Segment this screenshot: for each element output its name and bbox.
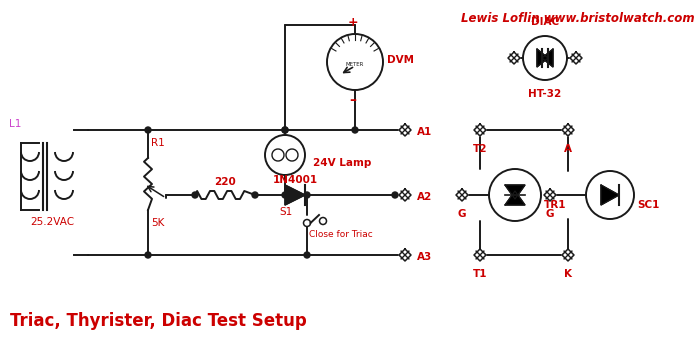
Text: –: – [349, 93, 356, 107]
Circle shape [192, 192, 198, 198]
Circle shape [304, 192, 310, 198]
Text: 25.2VAC: 25.2VAC [30, 217, 74, 227]
Text: HT-32: HT-32 [528, 89, 561, 99]
Polygon shape [562, 249, 574, 261]
Circle shape [145, 252, 151, 258]
Text: TR1: TR1 [544, 200, 566, 210]
Text: Triac, Thyrister, Diac Test Setup: Triac, Thyrister, Diac Test Setup [10, 312, 307, 330]
Text: METER: METER [346, 62, 364, 67]
Polygon shape [505, 185, 525, 199]
Text: K: K [564, 269, 572, 279]
Text: Close for Triac: Close for Triac [309, 230, 372, 239]
Polygon shape [542, 49, 553, 67]
Polygon shape [544, 189, 556, 201]
Circle shape [352, 127, 358, 133]
Text: A2: A2 [417, 192, 433, 202]
Text: G: G [458, 209, 466, 219]
Text: 24V Lamp: 24V Lamp [313, 158, 372, 168]
Polygon shape [456, 189, 468, 201]
Text: DVM: DVM [387, 55, 414, 65]
Polygon shape [474, 249, 486, 261]
Text: A1: A1 [417, 127, 433, 137]
Circle shape [282, 127, 288, 133]
Polygon shape [508, 52, 520, 64]
Circle shape [304, 252, 310, 258]
Text: T2: T2 [473, 144, 487, 154]
Circle shape [282, 192, 288, 198]
Polygon shape [505, 191, 525, 205]
Polygon shape [570, 52, 582, 64]
Circle shape [252, 192, 258, 198]
Text: R1: R1 [151, 138, 164, 148]
Polygon shape [562, 124, 574, 136]
Circle shape [392, 192, 398, 198]
Circle shape [145, 127, 151, 133]
Text: L1: L1 [9, 119, 21, 129]
Polygon shape [601, 185, 619, 205]
Text: T1: T1 [473, 269, 487, 279]
Polygon shape [399, 189, 411, 201]
Text: G: G [546, 209, 554, 219]
Text: 5K: 5K [151, 218, 164, 228]
Circle shape [282, 127, 288, 133]
Text: +: + [348, 16, 358, 29]
Polygon shape [474, 124, 486, 136]
Text: 1N4001: 1N4001 [272, 175, 318, 185]
Text: DIAC: DIAC [531, 17, 559, 27]
Text: A3: A3 [417, 252, 433, 262]
Text: 220: 220 [214, 177, 236, 187]
Text: SC1: SC1 [637, 200, 659, 210]
Polygon shape [285, 185, 305, 205]
Text: S1: S1 [280, 207, 293, 217]
Polygon shape [399, 249, 411, 261]
Polygon shape [399, 124, 411, 136]
Polygon shape [537, 49, 548, 67]
Text: A: A [564, 144, 572, 154]
Text: Lewis Loflin www.bristolwatch.com: Lewis Loflin www.bristolwatch.com [461, 12, 695, 25]
